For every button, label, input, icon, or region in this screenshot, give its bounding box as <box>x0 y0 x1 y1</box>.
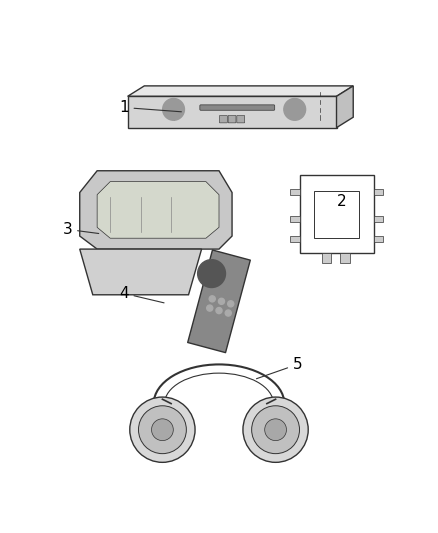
Polygon shape <box>97 182 219 238</box>
FancyBboxPatch shape <box>200 105 275 110</box>
Circle shape <box>265 419 286 441</box>
FancyBboxPatch shape <box>219 116 227 123</box>
Polygon shape <box>80 171 232 249</box>
Circle shape <box>216 308 222 313</box>
Circle shape <box>138 406 186 454</box>
Circle shape <box>198 260 226 287</box>
Polygon shape <box>188 250 250 353</box>
Bar <box>374 189 383 195</box>
Polygon shape <box>127 96 336 128</box>
Circle shape <box>152 419 173 441</box>
Circle shape <box>207 305 213 311</box>
Polygon shape <box>336 86 353 128</box>
Polygon shape <box>80 249 201 295</box>
Bar <box>374 236 383 241</box>
Text: 5: 5 <box>256 357 303 379</box>
Bar <box>314 191 359 238</box>
Bar <box>322 254 331 263</box>
Circle shape <box>162 99 184 120</box>
Bar <box>290 189 300 195</box>
Bar <box>290 216 300 222</box>
Circle shape <box>209 296 215 302</box>
Circle shape <box>130 397 195 462</box>
Circle shape <box>225 310 231 316</box>
Text: 3: 3 <box>62 222 99 237</box>
Bar <box>340 254 350 263</box>
Polygon shape <box>127 86 353 96</box>
Circle shape <box>219 298 225 304</box>
Text: 2: 2 <box>336 193 346 208</box>
Circle shape <box>252 406 300 454</box>
Bar <box>374 216 383 222</box>
FancyBboxPatch shape <box>237 116 245 123</box>
Text: 1: 1 <box>119 100 181 115</box>
Text: 4: 4 <box>119 286 164 303</box>
Circle shape <box>243 397 308 462</box>
Circle shape <box>228 301 234 307</box>
Bar <box>290 236 300 241</box>
Bar <box>300 175 374 254</box>
FancyBboxPatch shape <box>228 116 236 123</box>
Circle shape <box>284 99 306 120</box>
